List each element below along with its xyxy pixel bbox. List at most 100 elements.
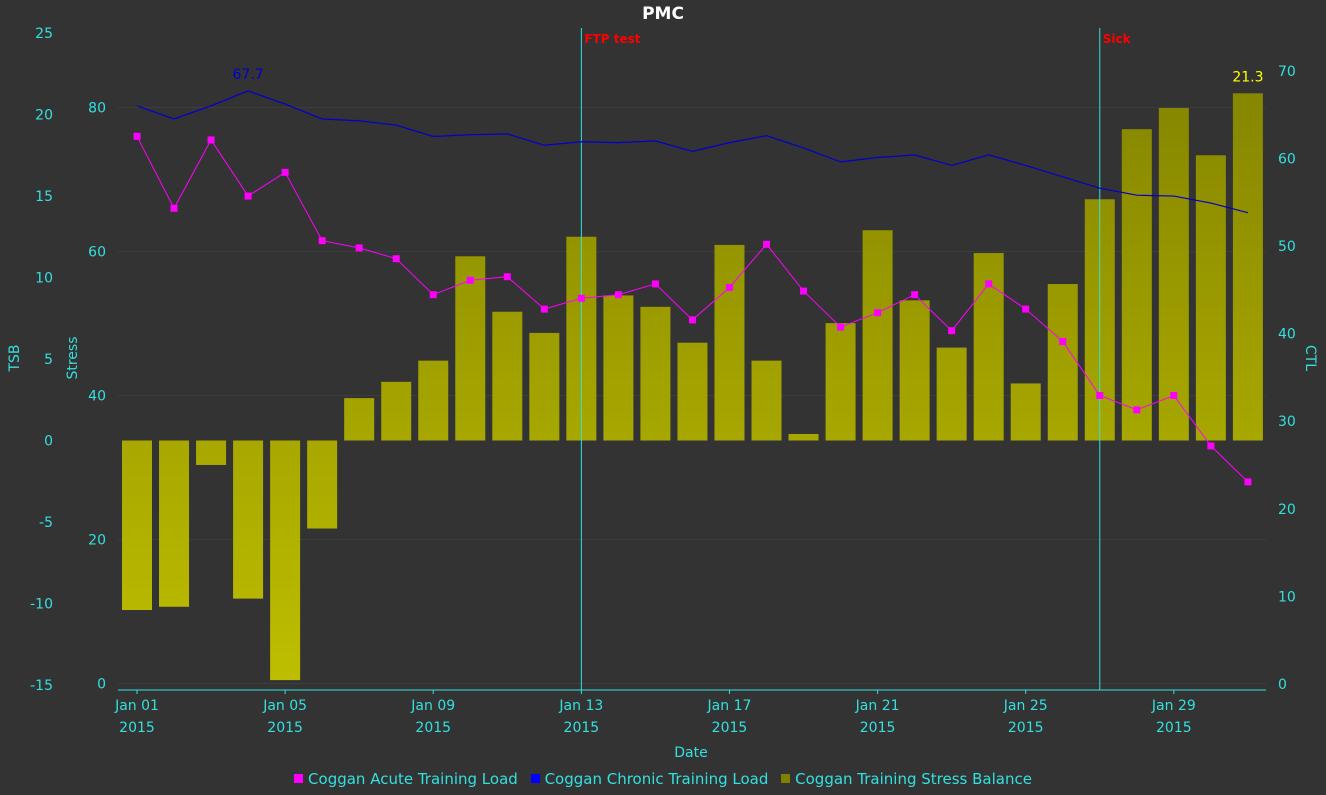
tsb-bar: [640, 306, 671, 441]
tsb-bar: [936, 347, 967, 441]
tsb-axis-title: TSB: [7, 344, 23, 372]
acute-load-point: [1022, 305, 1030, 313]
acute-load-point: [763, 240, 771, 248]
tsb-bar: [233, 440, 264, 599]
load-lines: 67.7 21.3: [133, 67, 1263, 486]
x-tick-year: 2015: [564, 720, 600, 736]
tsb-bar: [603, 295, 634, 441]
ctl-tick-label: 20: [1278, 502, 1296, 518]
tsb-bar: [344, 398, 375, 441]
acute-load-point: [392, 255, 400, 263]
peak-label: 67.7: [233, 67, 264, 83]
tsb-bar: [1158, 107, 1189, 441]
legend-item-acute[interactable]: Coggan Acute Training Load: [294, 770, 518, 788]
acute-load-point: [1207, 442, 1215, 450]
ctl-tick-label: 60: [1278, 151, 1296, 167]
ctl-tick-label: 70: [1278, 64, 1296, 80]
x-tick-label: Jan 13: [558, 698, 603, 714]
acute-load-point: [466, 276, 474, 284]
legend-swatch-acute: [294, 774, 304, 783]
x-tick-label: Jan 01: [114, 698, 159, 714]
tsb-bar: [270, 440, 301, 681]
event-label: FTP test: [584, 32, 640, 46]
acute-load-point: [1133, 406, 1141, 414]
ctl-tick-label: 0: [1278, 677, 1287, 693]
legend-item-chronic[interactable]: Coggan Chronic Training Load: [530, 770, 769, 788]
acute-load-point: [244, 192, 252, 200]
tsb-bar: [381, 381, 412, 441]
x-tick-label: Jan 05: [262, 698, 307, 714]
acute-load-point: [837, 323, 845, 331]
tsb-bar: [788, 433, 819, 441]
ctl-axis-title: CTL: [1302, 345, 1318, 371]
stress-tick-label: 80: [88, 101, 106, 117]
tsb-bar: [159, 440, 190, 607]
peak-label: 21.3: [1232, 69, 1263, 85]
chart-legend: Coggan Acute Training Load Coggan Chroni…: [0, 770, 1326, 788]
stress-tick-label: 20: [88, 533, 106, 549]
acute-load-point: [1170, 392, 1178, 399]
tsb-bar: [714, 244, 745, 441]
event-label: Sick: [1103, 32, 1132, 46]
stress-tick-label: 60: [88, 245, 106, 261]
acute-load-point: [688, 316, 696, 324]
tsb-tick-label: 5: [44, 352, 53, 368]
ctl-tick-label: 40: [1278, 327, 1296, 343]
tsb-bar: [492, 311, 523, 441]
event-markers: FTP test Sick: [580, 28, 1132, 690]
tsb-tick-label: 0: [44, 434, 53, 450]
chronic-load-line: [136, 90, 1249, 214]
legend-label-chronic: Coggan Chronic Training Load: [544, 770, 769, 788]
tsb-bar: [677, 342, 708, 441]
tsb-bar: [1121, 129, 1152, 441]
x-tick-year: 2015: [267, 720, 303, 736]
ctl-tick-label: 10: [1278, 589, 1296, 605]
tsb-bar: [418, 360, 449, 441]
tsb-bar: [529, 332, 560, 441]
tsb-tick-label: 15: [35, 189, 53, 205]
stress-tick-label: 40: [88, 389, 106, 405]
x-tick-year: 2015: [415, 720, 451, 736]
acute-load-point: [170, 204, 178, 212]
legend-item-tsb[interactable]: Coggan Training Stress Balance: [781, 770, 1032, 788]
x-tick-label: Jan 25: [1003, 698, 1048, 714]
x-tick-year: 2015: [860, 720, 896, 736]
acute-load-point: [429, 291, 437, 299]
tsb-bar: [307, 440, 338, 529]
x-tick-label: Jan 29: [1151, 698, 1196, 714]
acute-load-point: [1244, 478, 1252, 486]
acute-load-point: [355, 244, 363, 252]
acute-load-point: [1059, 338, 1067, 345]
x-axis-title: Date: [674, 745, 707, 761]
legend-label-acute: Coggan Acute Training Load: [308, 770, 518, 788]
acute-load-point: [281, 168, 289, 176]
tsb-tick-label: -15: [30, 678, 53, 694]
tsb-bar: [862, 230, 893, 441]
acute-load-point: [948, 327, 956, 335]
tsb-bar: [825, 323, 856, 441]
tsb-tick-label: 10: [35, 271, 53, 287]
stress-axis-title: Stress: [65, 336, 81, 379]
acute-load-point: [800, 287, 808, 295]
tsb-tick-label: 25: [35, 26, 53, 42]
acute-load-point: [725, 284, 733, 291]
tsb-bar: [1010, 383, 1041, 441]
acute-load-point: [577, 294, 585, 302]
tsb-tick-label: -10: [30, 597, 53, 613]
acute-load-point: [207, 136, 215, 144]
chart-title: PMC: [642, 4, 684, 24]
acute-load-point: [985, 280, 993, 288]
acute-load-point: [614, 291, 622, 299]
acute-load-point: [503, 273, 511, 281]
x-tick-year: 2015: [1008, 720, 1044, 736]
tsb-bar: [122, 440, 152, 611]
tsb-bar: [1232, 93, 1263, 441]
tsb-bar: [455, 256, 486, 441]
tsb-bar: [1195, 155, 1226, 441]
ctl-tick-label: 50: [1278, 239, 1296, 255]
x-tick-label: Jan 09: [410, 698, 455, 714]
acute-load-point: [318, 237, 326, 245]
tsb-bar: [196, 440, 227, 465]
tsb-tick-label: 20: [35, 108, 53, 124]
